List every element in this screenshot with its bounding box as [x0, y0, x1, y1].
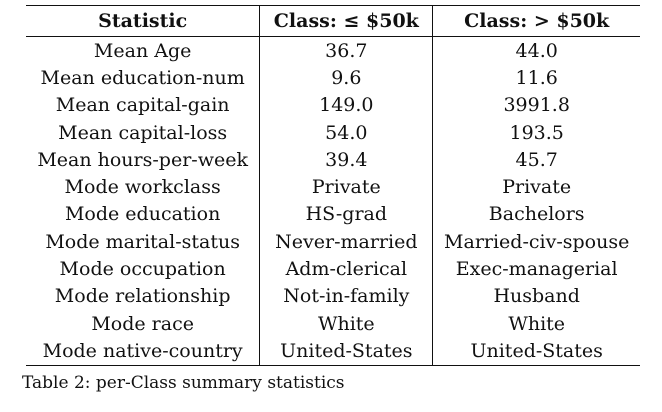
- high-income-value: United-States: [432, 337, 640, 366]
- low-income-value: 39.4: [259, 146, 433, 174]
- low-income-value: United-States: [259, 337, 433, 366]
- table-row: Mode workclass Private Private: [26, 173, 640, 201]
- statistic-label: Mode native-country: [26, 337, 260, 366]
- high-income-value: 45.7: [432, 146, 640, 174]
- table-row: Mode occupation Adm-clerical Exec-manage…: [26, 255, 640, 283]
- high-income-value: Husband: [432, 282, 640, 310]
- high-income-value: 11.6: [432, 64, 640, 92]
- header-class-low-income: Class: ≤ $50k: [259, 5, 433, 37]
- table-row: Mean education-num 9.6 11.6: [26, 64, 640, 92]
- low-income-value: Never-married: [259, 228, 433, 256]
- low-income-value: 9.6: [259, 64, 433, 92]
- high-income-value: 193.5: [432, 118, 640, 147]
- table-row: Mean hours-per-week 39.4 45.7: [26, 146, 640, 174]
- statistic-label: Mode relationship: [54, 285, 231, 308]
- table-row: Mean Age 36.7 44.0: [26, 36, 640, 65]
- table-row: Mean capital-gain 149.0 3991.8: [26, 91, 640, 119]
- high-income-value: 3991.8: [432, 91, 640, 119]
- high-income-value: Bachelors: [432, 200, 640, 229]
- statistic-label: Mean Age: [93, 39, 192, 62]
- low-income-value: Private: [259, 173, 433, 201]
- high-income-value: White: [432, 309, 640, 338]
- high-income-value: Exec-managerial: [432, 255, 640, 283]
- table-body: Mean Age 36.7 44.0 Mean education-num 9.…: [26, 36, 640, 366]
- high-income-value: 44.0: [432, 36, 640, 65]
- statistic-label: Mean capital-gain: [55, 94, 230, 117]
- low-income-value: Adm-clerical: [259, 255, 433, 283]
- header-class-high-income: Class: > $50k: [432, 5, 640, 37]
- low-income-value: 36.7: [259, 36, 433, 65]
- header-statistic: Statistic: [26, 5, 260, 37]
- table-header-row: Statistic Class: ≤ $50k Class: > $50k: [26, 5, 640, 37]
- statistic-label: Mean hours-per-week: [37, 148, 248, 171]
- low-income-value: HS-grad: [259, 200, 433, 229]
- table-caption: Table 2: per-Class summary statistics: [22, 373, 345, 393]
- low-income-value: White: [259, 309, 433, 338]
- table-row: Mode marital-status Never-married Marrie…: [26, 228, 640, 256]
- low-income-value: 54.0: [259, 118, 433, 147]
- summary-table-container: Statistic Class: ≤ $50k Class: > $50k Me…: [26, 5, 640, 366]
- summary-statistics-table: Statistic Class: ≤ $50k Class: > $50k Me…: [26, 5, 640, 366]
- statistic-label: Mean capital-loss: [58, 121, 228, 144]
- statistic-label: Mode workclass: [64, 176, 221, 199]
- table-row: Mode native-country United-States United…: [26, 337, 640, 366]
- low-income-value: Not-in-family: [259, 282, 433, 310]
- high-income-value: Private: [432, 173, 640, 201]
- statistic-label: Mode marital-status: [45, 230, 240, 253]
- low-income-value: 149.0: [259, 91, 433, 119]
- high-income-value: Married-civ-spouse: [432, 228, 640, 256]
- table-row: Mode relationship Not-in-family Husband: [26, 282, 640, 310]
- statistic-label: Mode occupation: [59, 258, 226, 281]
- table-row: Mode race White White: [26, 309, 640, 338]
- statistic-label: Mean education-num: [40, 66, 245, 89]
- table-row: Mode education HS-grad Bachelors: [26, 200, 640, 229]
- table-row: Mean capital-loss 54.0 193.5: [26, 118, 640, 147]
- statistic-label: Mode race: [91, 312, 194, 335]
- statistic-label: Mode education: [64, 203, 221, 226]
